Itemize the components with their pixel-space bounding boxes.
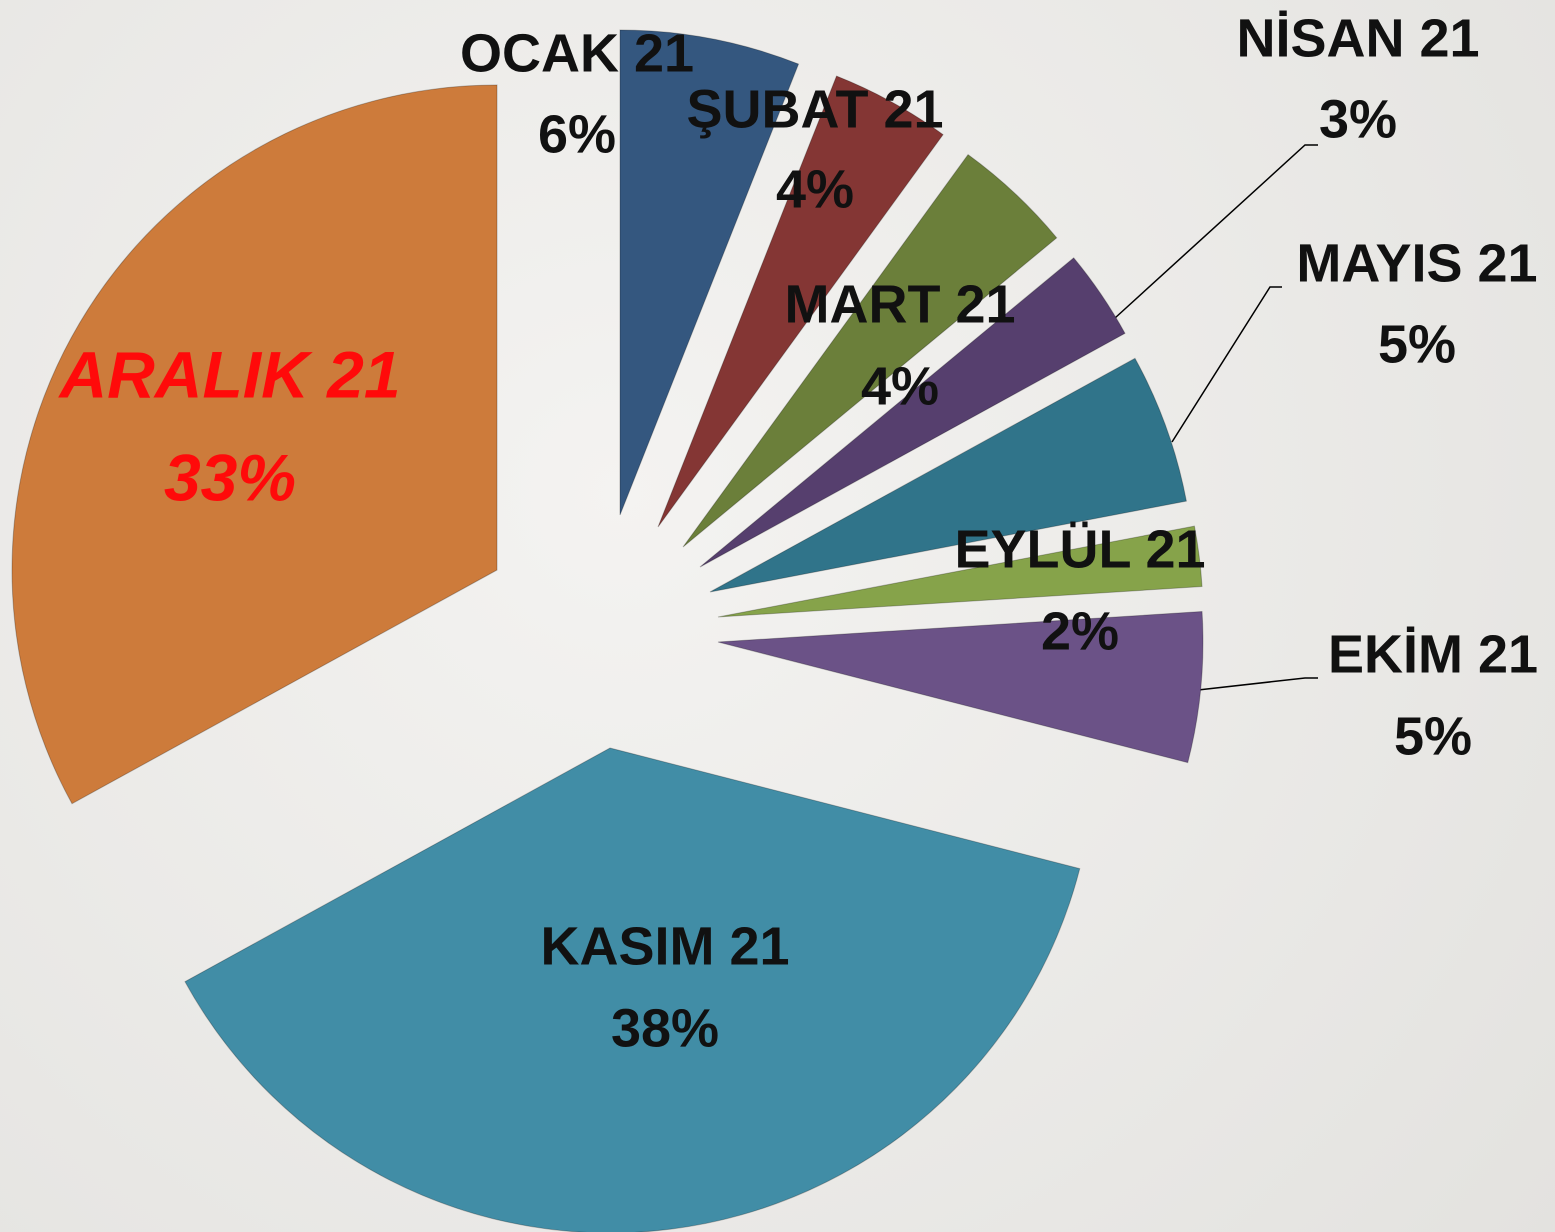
pie-slice [657,75,944,528]
pie-slice [709,357,1187,593]
pie-slice [717,525,1203,618]
value-label: 6% [538,104,616,164]
pie-slice [184,747,1081,1232]
value-label: 33% [164,440,296,514]
value-label: 4% [776,159,854,219]
pie-slice [717,611,1204,764]
value-label: 3% [1319,89,1397,149]
pie-slice [619,29,800,516]
value-label: 2% [1041,601,1119,661]
pie-slice [682,153,1058,548]
slice-label: MAYIS 21 [1296,233,1537,293]
slice-label: EYLÜL 21 [954,519,1205,579]
slice-label: EKİM 21 [1328,624,1538,684]
value-label: 38% [611,998,719,1058]
value-label: 4% [861,356,939,416]
slice-label: NİSAN 21 [1236,8,1479,68]
leader-line [1171,286,1282,443]
pie-slice [699,257,1126,568]
leader-line [1114,144,1318,319]
value-label: 5% [1394,706,1472,766]
slice-label: KASIM 21 [540,916,789,976]
slice-label: ŞUBAT 21 [686,79,943,139]
slice-label: ARALIK 21 [57,337,400,411]
slice-label: MART 21 [784,274,1015,334]
slice-label: OCAK 21 [460,23,694,83]
leader-line [1197,677,1318,691]
pie-slice [11,84,498,805]
value-label: 5% [1378,314,1456,374]
